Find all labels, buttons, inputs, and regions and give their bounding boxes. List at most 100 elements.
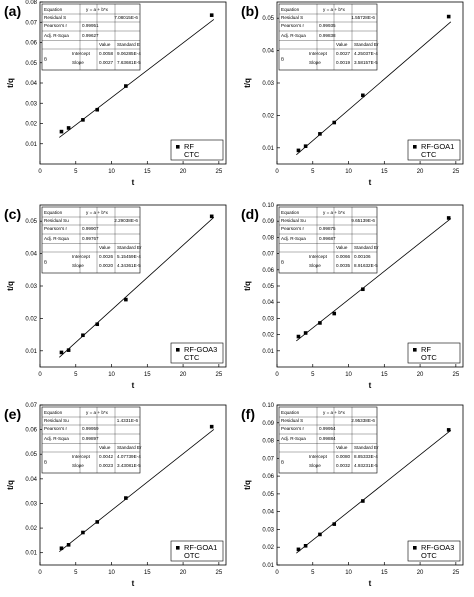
x-tick-label: 25 xyxy=(453,372,460,378)
y-axis-label: t/q xyxy=(6,480,15,490)
data-point xyxy=(318,321,322,325)
stats-adjr: 0.99687 xyxy=(319,236,336,241)
y-tick-label: 0.07 xyxy=(262,252,274,258)
x-axis-label: t xyxy=(369,579,372,588)
x-axis-label: t xyxy=(369,381,372,390)
y-tick-label: 0.05 xyxy=(262,284,274,290)
x-tick-label: 20 xyxy=(417,372,424,378)
data-point xyxy=(209,424,214,429)
y-tick-label: 0.04 xyxy=(262,49,274,55)
stats-box xyxy=(278,3,378,71)
y-tick-label: 0.04 xyxy=(262,510,274,516)
stats-intercept-value: 0.0026 xyxy=(99,254,113,259)
x-tick-label: 15 xyxy=(381,372,388,378)
y-tick-label: 0.10 xyxy=(262,203,274,209)
stats-value-header: Value xyxy=(336,445,348,450)
data-point xyxy=(66,543,71,547)
stats-intercept-error: 4.25037E-4 xyxy=(354,51,378,56)
stats-residual-label: Residual Su xyxy=(281,218,306,223)
legend-marker xyxy=(413,546,417,550)
legend-series-name: RF-GOA3 xyxy=(421,543,454,552)
stats-adjr: 0.99838 xyxy=(319,33,336,38)
y-tick-label: 0.02 xyxy=(25,526,37,532)
y-tick-label: 0.01 xyxy=(25,349,37,355)
y-tick-label: 0.07 xyxy=(25,20,37,26)
x-tick-label: 5 xyxy=(74,570,78,576)
legend-series-name: RF-GOA1 xyxy=(421,142,454,151)
data-point xyxy=(332,311,337,316)
x-tick-label: 5 xyxy=(74,372,78,378)
x-tick-label: 25 xyxy=(216,570,223,576)
data-point xyxy=(446,428,451,432)
x-tick-label: 25 xyxy=(216,169,223,175)
stats-box xyxy=(41,3,141,71)
data-point xyxy=(209,13,214,17)
x-tick-label: 0 xyxy=(275,169,279,175)
data-point xyxy=(296,334,301,339)
legend-box xyxy=(170,139,224,161)
stats-intercept-value: 0.0066 xyxy=(336,254,350,259)
data-point xyxy=(95,520,100,524)
panel-c: (c) 0 5 10 15 20 25 0.01 0.02 0.03 0.04 0.05 t t/q Equ… xyxy=(4,204,227,390)
y-tick-label: 0.02 xyxy=(262,113,274,119)
stats-equation: y = a + b*x xyxy=(323,7,346,12)
stats-adjr: 0.99897 xyxy=(82,436,99,441)
x-axis-label: t xyxy=(132,178,135,187)
data-point xyxy=(81,333,85,338)
y-axis-label: t/q xyxy=(6,78,15,88)
stats-intercept-label: Intercept xyxy=(309,51,328,56)
x-axis-label: t xyxy=(132,579,135,588)
data-point xyxy=(124,496,128,500)
fit-line xyxy=(59,429,215,552)
y-tick-label: 0.04 xyxy=(25,81,37,87)
y-tick-label: 0.04 xyxy=(25,477,37,483)
stats-pearson: 0.99935 xyxy=(319,23,336,28)
x-tick-label: 20 xyxy=(417,169,424,175)
stats-slope-value: 0.0027 xyxy=(99,60,113,65)
stats-slope-label: Slope xyxy=(72,263,84,268)
legend-box xyxy=(170,540,224,562)
data-point xyxy=(303,144,308,148)
fit-line xyxy=(296,218,452,342)
data-point xyxy=(59,350,64,355)
y-tick-label: 0.06 xyxy=(25,41,37,47)
fit-line xyxy=(59,217,215,358)
data-point xyxy=(361,287,365,292)
data-point xyxy=(332,522,337,526)
panel-label: (e) xyxy=(4,406,21,422)
y-tick-label: 0.07 xyxy=(25,403,37,409)
y-tick-label: 0.09 xyxy=(262,421,274,427)
y-tick-label: 0.05 xyxy=(25,219,37,225)
stats-slope-label: Slope xyxy=(72,60,84,65)
stats-pearson-label: Pearson's r xyxy=(281,23,305,28)
legend-marker xyxy=(176,145,180,149)
stats-slope-value: 0.0035 xyxy=(336,263,350,268)
stats-value-header: Value xyxy=(336,42,348,47)
stats-b-label: B xyxy=(281,260,284,265)
y-tick-label: 0.03 xyxy=(25,501,37,507)
legend-subtitle: OTC xyxy=(421,353,437,362)
data-point xyxy=(303,544,308,548)
y-tick-label: 0.09 xyxy=(262,219,274,225)
data-point xyxy=(124,297,128,302)
stats-intercept-value: 0.0058 xyxy=(99,51,113,56)
stats-slope-value: 0.0023 xyxy=(99,463,113,468)
x-tick-label: 15 xyxy=(144,169,151,175)
x-tick-label: 20 xyxy=(417,570,424,576)
legend-box xyxy=(170,342,224,364)
y-tick-label: 0.05 xyxy=(262,492,274,498)
fit-stats-table: Equation y = a + b*x Residual Su 9.65139E-6… xyxy=(278,206,379,274)
legend-subtitle: OTC xyxy=(421,551,437,560)
fit-stats-table: Equation y = a + b*x Residual S 7.08015E-6 P… xyxy=(41,3,141,71)
stats-error-header: Standard E xyxy=(117,42,140,47)
stats-slope-label: Slope xyxy=(309,263,321,268)
data-point xyxy=(59,546,64,551)
data-point xyxy=(66,126,71,130)
panel-label: (d) xyxy=(241,206,259,222)
panel-label: (a) xyxy=(4,3,21,19)
fit-line xyxy=(296,21,452,156)
stats-slope-error: 3.58157E-5 xyxy=(354,60,378,65)
